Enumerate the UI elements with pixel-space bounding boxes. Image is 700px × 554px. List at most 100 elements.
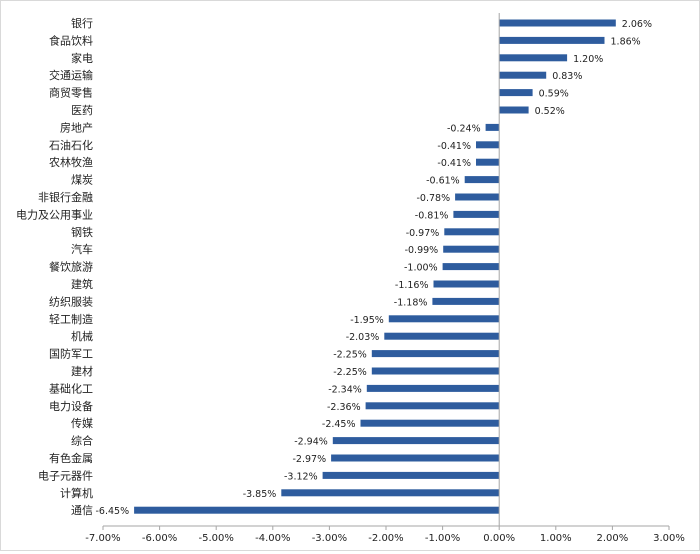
category-label: 轻工制造 (49, 312, 93, 326)
category-label: 电子元器件 (38, 469, 93, 482)
bar-22 (365, 402, 500, 410)
data-label: -2.97% (292, 454, 326, 465)
category-label: 餐饮旅游 (49, 260, 93, 274)
category-label: 国防军工 (49, 347, 93, 361)
data-label: -0.78% (416, 193, 450, 204)
category-label: 煤炭 (71, 174, 93, 187)
data-label: -0.24% (447, 123, 481, 134)
category-label: 综合 (71, 434, 93, 448)
bar-28 (134, 506, 500, 514)
data-label: -0.41% (437, 158, 471, 169)
data-label: -0.41% (437, 141, 471, 152)
bar-16 (432, 297, 500, 305)
category-label: 通信 (71, 504, 93, 517)
bar-18 (384, 332, 500, 340)
data-label: -1.95% (350, 315, 384, 326)
category-label: 计算机 (60, 486, 93, 500)
data-label: -0.97% (406, 228, 440, 239)
bar-10 (455, 193, 500, 201)
data-label: -2.45% (322, 419, 356, 430)
category-label: 房地产 (60, 120, 93, 134)
data-label: 0.59% (539, 89, 569, 100)
x-tick-label: 3.00% (653, 533, 685, 544)
bar-14 (442, 263, 500, 271)
bar-27 (281, 489, 500, 497)
bar-12 (444, 228, 500, 236)
bar-2 (499, 54, 568, 62)
category-label: 建筑 (71, 277, 93, 291)
x-tick-label: -1.00% (425, 533, 460, 544)
data-label: -0.81% (415, 210, 449, 221)
category-label: 食品饮料 (49, 33, 93, 47)
bar-25 (331, 454, 500, 462)
data-label: -2.34% (328, 384, 362, 395)
bar-8 (476, 158, 500, 166)
category-label: 医药 (71, 104, 93, 117)
bar-6 (485, 123, 500, 131)
bar-23 (360, 419, 500, 427)
bar-3 (499, 71, 547, 79)
bar-26 (322, 471, 500, 479)
data-label: -1.16% (395, 280, 429, 291)
bar-0 (499, 19, 616, 27)
data-label: -3.12% (284, 471, 318, 482)
category-label: 商贸零售 (49, 86, 93, 100)
data-label: -2.03% (346, 332, 380, 343)
data-label: -2.25% (333, 350, 367, 361)
data-label: 0.52% (535, 106, 565, 117)
data-label: -1.18% (394, 297, 428, 308)
category-label: 纺织服装 (49, 294, 93, 308)
category-label: 交通运输 (49, 68, 93, 82)
bar-11 (453, 210, 500, 218)
x-tick-label: 1.00% (540, 533, 572, 544)
bar-19 (371, 350, 500, 358)
category-label: 有色金属 (49, 451, 93, 465)
data-label: -2.36% (327, 402, 361, 413)
data-label: -2.25% (333, 367, 367, 378)
data-label: -0.99% (405, 245, 439, 256)
bar-17 (388, 315, 500, 323)
bar-20 (371, 367, 500, 375)
category-label: 汽车 (71, 242, 93, 256)
bar-7 (476, 141, 500, 149)
category-label: 非银行金融 (38, 190, 93, 204)
category-label: 基础化工 (49, 381, 93, 395)
bar-24 (332, 437, 500, 445)
data-label: -6.45% (95, 506, 129, 517)
category-label: 机械 (71, 329, 93, 343)
data-label: 1.86% (611, 36, 641, 47)
bar-5 (499, 106, 529, 114)
data-label: -2.94% (294, 437, 328, 448)
x-tick-label: -4.00% (255, 533, 290, 544)
category-label: 农林牧渔 (49, 155, 93, 169)
bar-13 (443, 245, 500, 253)
x-tick-label: -7.00% (85, 533, 120, 544)
bar-1 (499, 36, 605, 44)
x-tick-label: -2.00% (368, 533, 403, 544)
category-label: 石油石化 (49, 138, 93, 152)
bar-15 (433, 280, 500, 288)
category-label: 电力设备 (49, 399, 93, 413)
x-tick-label: -3.00% (312, 533, 347, 544)
category-label: 传媒 (71, 417, 93, 430)
data-label: 2.06% (622, 19, 652, 30)
bar-21 (366, 384, 500, 392)
data-label: -3.85% (243, 489, 277, 500)
category-label: 钢铁 (71, 226, 93, 239)
x-tick-label: -6.00% (142, 533, 177, 544)
x-tick-label: 0.00% (483, 533, 515, 544)
x-tick-label: -5.00% (199, 533, 234, 544)
category-label: 电力及公用事业 (16, 208, 93, 221)
data-label: -0.61% (426, 176, 460, 187)
x-tick-label: 2.00% (597, 533, 629, 544)
category-label: 家电 (71, 51, 93, 65)
bar-4 (499, 89, 533, 97)
category-label: 银行 (71, 16, 93, 30)
data-label: 0.83% (552, 71, 582, 82)
data-label: -1.00% (404, 263, 438, 274)
bar-9 (464, 176, 500, 184)
category-label: 建材 (71, 364, 93, 378)
data-label: 1.20% (573, 54, 603, 65)
